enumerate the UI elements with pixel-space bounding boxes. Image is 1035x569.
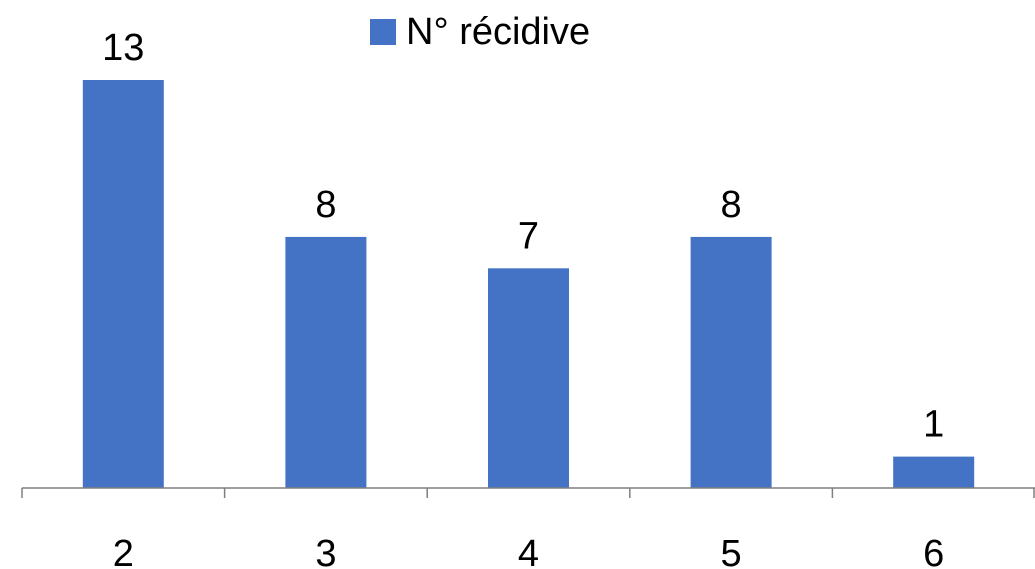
bar-5 [690, 236, 772, 488]
bar-3 [285, 236, 367, 488]
legend-swatch [370, 19, 396, 45]
data-label-3: 8 [315, 184, 336, 226]
x-tick-label-3: 3 [315, 533, 336, 569]
data-label-6: 1 [923, 404, 944, 446]
data-labels-layer: 13 8 7 8 1 [102, 27, 944, 446]
x-tick-label-2: 2 [113, 533, 134, 569]
data-label-4: 7 [518, 215, 539, 257]
data-label-2: 13 [102, 27, 144, 69]
x-tick-label-5: 5 [721, 533, 742, 569]
x-tick-label-6: 6 [923, 533, 944, 569]
bar-4 [488, 268, 569, 488]
bars-layer [82, 80, 975, 488]
bar-2 [82, 80, 164, 488]
x-tick-label-4: 4 [518, 533, 539, 569]
data-label-5: 8 [721, 184, 742, 226]
legend-label: N° récidive [406, 11, 591, 53]
x-axis: 2 3 4 5 6 [21, 487, 1035, 569]
legend: N° récidive [370, 10, 590, 54]
bar-6 [893, 456, 975, 488]
